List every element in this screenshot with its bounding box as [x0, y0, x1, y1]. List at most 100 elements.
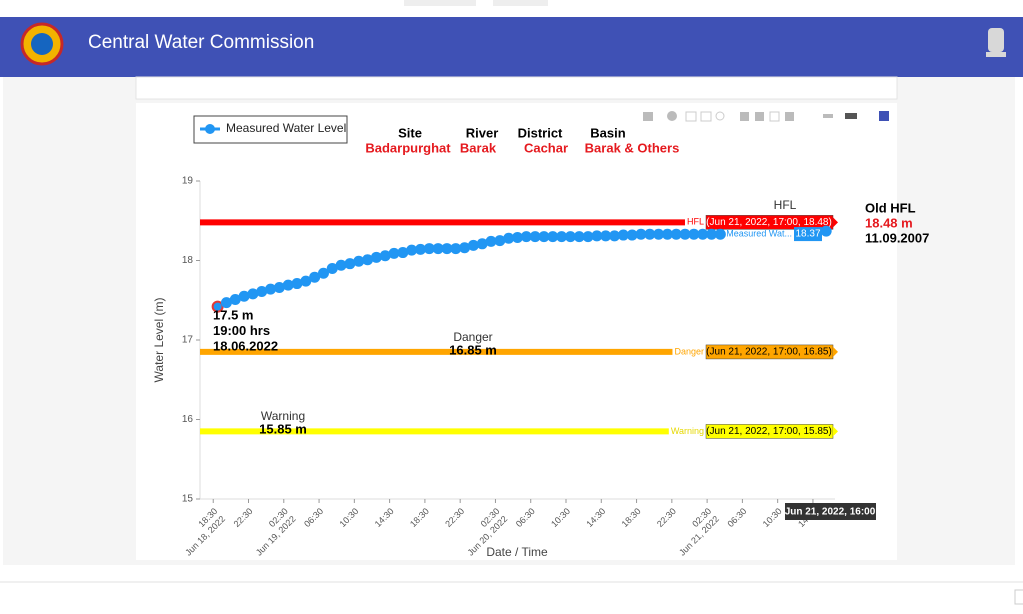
ref-line-name: Danger: [674, 346, 704, 356]
site-label: Site: [398, 125, 422, 140]
data-point: [714, 228, 726, 240]
data-point: [582, 231, 594, 243]
card: [135, 76, 898, 100]
data-point: [370, 251, 382, 263]
tool-icon[interactable]: [755, 112, 764, 121]
data-point: [432, 243, 444, 255]
point-annotation: 19:00 hrs: [213, 323, 270, 338]
data-point: [564, 231, 576, 243]
data-point: [326, 262, 338, 274]
data-point: [211, 300, 224, 313]
data-point: [423, 243, 435, 255]
chart-card: [136, 103, 897, 560]
old-hfl-value: 18.48 m: [865, 215, 913, 230]
tool-icon[interactable]: [879, 111, 889, 121]
ref-annotation: HFL: [774, 198, 797, 212]
tool-icon[interactable]: [715, 111, 725, 121]
data-point: [688, 228, 700, 240]
hover-pointer: [833, 346, 838, 357]
data-point: [397, 247, 409, 259]
data-point: [441, 243, 453, 255]
data-point: [661, 228, 673, 240]
point-annotation: 18.06.2022: [213, 338, 278, 353]
data-point: [282, 279, 294, 291]
ref-line-name: HFL: [687, 217, 704, 227]
tool-icon[interactable]: [700, 111, 712, 122]
data-point: [450, 243, 462, 255]
legend-label: Measured Water Level: [226, 121, 346, 135]
tool-icon[interactable]: [769, 111, 780, 122]
y-tick-label: 17: [182, 335, 194, 346]
data-point: [344, 258, 356, 270]
data-point: [459, 242, 471, 254]
data-point: [406, 244, 418, 256]
data-point: [626, 229, 638, 241]
site-label: District: [518, 125, 563, 140]
hover-label: (Jun 21, 2022, 17:00, 15.85): [706, 426, 832, 437]
old-hfl-title: Old HFL: [865, 200, 916, 215]
data-point: [335, 259, 347, 271]
y-tick-label: 16: [182, 414, 194, 425]
data-point: [617, 229, 629, 241]
data-point: [247, 288, 259, 300]
hover-x-box: [785, 503, 876, 520]
data-point: [229, 293, 241, 305]
data-point: [600, 230, 612, 242]
data-point: [706, 228, 718, 240]
data-point: [379, 250, 391, 262]
data-point: [591, 230, 603, 242]
tool-icon[interactable]: [823, 114, 833, 118]
site-value: Barak: [460, 140, 497, 155]
site-value: Badarpurghat: [365, 140, 451, 155]
tool-icon[interactable]: [643, 112, 653, 121]
toolbar: [643, 111, 889, 122]
data-point: [679, 228, 691, 240]
data-point: [670, 228, 682, 240]
ref-value-label: 16.85 m: [449, 342, 497, 357]
data-point: [265, 283, 277, 295]
data-point: [529, 231, 541, 243]
data-point: [520, 231, 532, 243]
data-point: [538, 231, 550, 243]
data-point: [697, 228, 709, 240]
data-point: [414, 243, 426, 255]
tool-icon[interactable]: [785, 112, 794, 121]
tool-icon[interactable]: [685, 111, 697, 122]
data-point: [220, 297, 232, 309]
data-point: [467, 239, 479, 251]
data-point: [556, 231, 568, 243]
tab[interactable]: [493, 0, 548, 6]
site-label: River: [466, 125, 499, 140]
hover-pointer: [833, 426, 838, 437]
app-title: Central Water Commission: [88, 32, 314, 53]
logo-inner: [31, 33, 53, 55]
data-point: [238, 290, 250, 302]
ref-annotation: Warning: [261, 409, 305, 423]
tool-icon[interactable]: [740, 112, 749, 121]
legend-marker: [205, 124, 215, 134]
data-point: [547, 231, 559, 243]
hover-name: Measured Wat...: [726, 228, 792, 238]
tool-icon[interactable]: [845, 113, 857, 119]
data-point: [635, 228, 647, 240]
data-point: [362, 254, 374, 266]
hover-label: (Jun 21, 2022, 17:00, 18.48): [706, 217, 832, 228]
tab[interactable]: [404, 0, 476, 6]
data-point: [503, 232, 515, 244]
app-bar: [0, 17, 1023, 77]
y-tick-label: 18: [182, 255, 194, 266]
data-point: [309, 271, 321, 283]
control[interactable]: [1014, 589, 1023, 605]
tool-icon[interactable]: [667, 111, 677, 121]
data-point: [388, 247, 400, 259]
data-point: [291, 278, 303, 290]
data-point: [273, 282, 285, 294]
data-point: [485, 235, 497, 247]
data-point: [476, 238, 488, 250]
site-value: Cachar: [524, 140, 568, 155]
y-tick-label: 15: [182, 494, 194, 505]
ref-line-name: Warning: [671, 426, 704, 436]
hover-pointer: [833, 217, 838, 228]
hover-value: 18.37: [795, 229, 820, 240]
